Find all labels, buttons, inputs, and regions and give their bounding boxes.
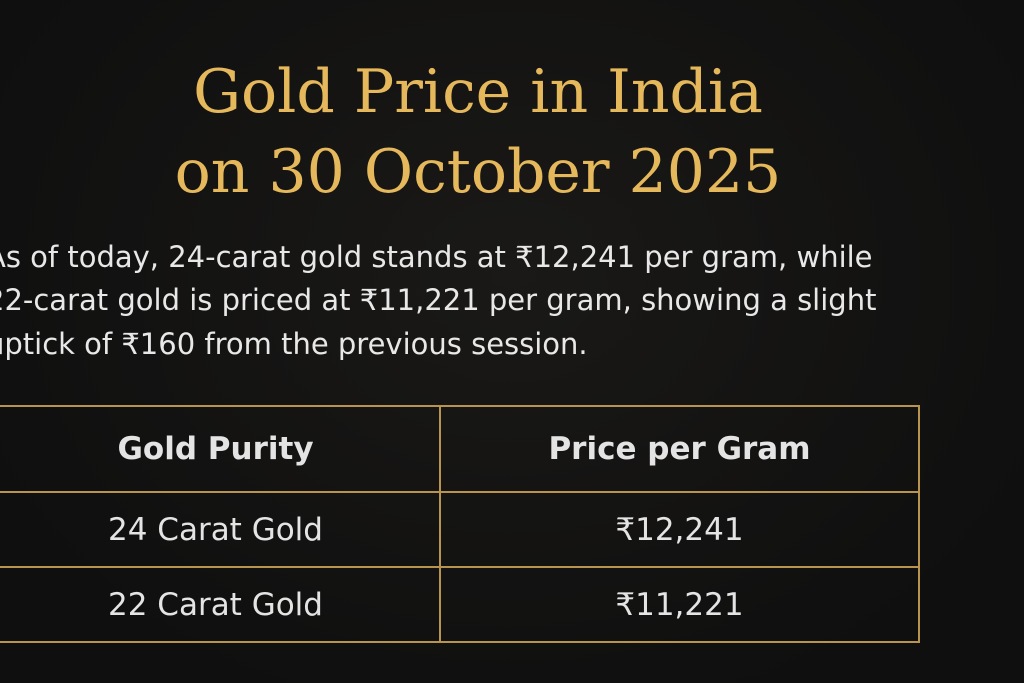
table-row: 22 Carat Gold ₹11,221 [0, 566, 920, 643]
title-line: on 30 October 2025 [174, 137, 782, 207]
price-table: Gold Purity Price per Gram 24 Carat Gold… [0, 405, 920, 643]
column-header: Price per Gram [439, 405, 920, 493]
intro-line: As of today, 24-carat gold stands at ₹12… [0, 240, 873, 274]
intro-line: uptick of ₹160 from the previous session… [0, 327, 588, 361]
title-line: Gold Price in India [193, 57, 763, 127]
header-row: Gold Purity Price per Gram [0, 405, 920, 493]
column-header: Gold Purity [0, 405, 441, 493]
cell: ₹11,221 [439, 566, 920, 643]
cell: 22 Carat Gold [0, 566, 441, 643]
cell: ₹12,241 [439, 491, 920, 568]
table-row: 24 Carat Gold ₹12,241 [0, 491, 920, 568]
intro-line: 22-carat gold is priced at ₹11,221 per g… [0, 283, 877, 317]
cell: 24 Carat Gold [0, 491, 441, 568]
